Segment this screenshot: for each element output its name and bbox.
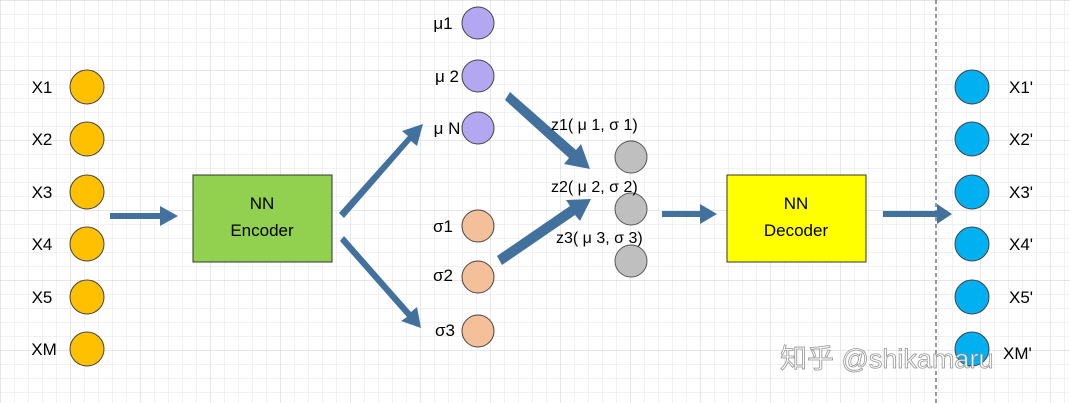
input-circle [69,174,105,210]
input-column: X1 X2 X3 X4 X5 XM [31,69,105,367]
mu-column: μ1 μ 2 μ N [433,6,495,145]
z-circle [614,192,648,226]
input-node: X4 [32,226,105,262]
output-node: X3' [954,174,1033,210]
arrows [110,92,952,328]
input-node: X5 [32,279,105,315]
input-label: XM [31,340,57,359]
z-label: z3( μ 3, σ 3) [556,230,643,247]
sigma-label: σ2 [433,266,453,285]
mu-label: μ1 [433,14,452,33]
output-label: X3' [1009,183,1033,202]
sigma-column: σ1 σ2 σ3 [433,209,495,348]
output-circle [954,174,990,210]
output-column: X1' X2' X3' X4' X5' XM' [954,69,1033,367]
output-circle [954,226,990,262]
input-label: X1 [32,78,53,97]
input-node: XM [31,331,105,367]
input-label: X2 [32,130,53,149]
mu-circle [461,6,495,40]
mu-circle [461,111,495,145]
input-node: X1 [32,69,105,105]
input-circle [69,279,105,315]
z-label: z2( μ 2, σ 2) [551,179,638,196]
output-node: X5' [954,279,1033,315]
z-circle [614,244,648,278]
arrow-decoder-to-output [883,204,952,224]
output-label: X4' [1009,235,1033,254]
arrow-encoder-to-mu [339,124,423,218]
arrow-mu-to-z [505,92,590,169]
arrow-encoder-to-sigma [340,236,421,328]
decoder-label-line2: Decoder [764,221,829,240]
decoder-box: NN Decoder [726,174,867,263]
encoder-box: NN Encoder [192,174,333,263]
sigma-node: σ3 [435,314,495,348]
decoder-label-line1: NN [784,194,809,213]
output-circle [954,69,990,105]
sigma-circle [461,260,495,294]
mu-label: μ 2 [435,67,459,86]
mu-node: μ 2 [435,59,495,93]
input-circle [69,121,105,157]
sigma-node: σ1 [433,209,495,243]
sigma-label: σ1 [433,217,453,236]
sigma-circle [461,314,495,348]
input-label: X3 [32,183,53,202]
input-node: X3 [32,174,105,210]
mu-circle [461,59,495,93]
output-label: X1' [1009,78,1033,97]
arrow-sigma-to-z [497,199,591,265]
output-node: X2' [954,121,1033,157]
sigma-label: σ3 [435,321,455,340]
mu-node: μ N [434,111,495,145]
output-circle [954,279,990,315]
input-label: X4 [32,235,53,254]
encoder-label-line1: NN [250,194,275,213]
z-column: z1( μ 1, σ 1) z2( μ 2, σ 2) z3( μ 3, σ 3… [551,117,648,278]
output-circle [954,121,990,157]
input-circle [69,226,105,262]
arrow-input-to-encoder [110,206,178,226]
z-label: z1( μ 1, σ 1) [551,117,638,134]
watermark-text: 知乎 @shikamaru [780,344,993,374]
output-label: XM' [1003,344,1032,363]
output-label: X5' [1009,288,1033,307]
mu-node: μ1 [433,6,495,40]
arrow-z-to-decoder [662,204,717,224]
input-node: X2 [32,121,105,157]
z-circle [614,140,648,174]
output-node: XM' [954,331,1032,367]
output-node: X4' [954,226,1033,262]
input-circle [69,331,105,367]
sigma-circle [461,209,495,243]
output-circle [954,331,990,367]
input-label: X5 [32,288,53,307]
mu-label: μ N [434,119,461,138]
output-label: X2' [1009,130,1033,149]
output-node: X1' [954,69,1033,105]
sigma-node: σ2 [433,260,495,294]
input-circle [69,69,105,105]
encoder-label-line2: Encoder [230,221,294,240]
